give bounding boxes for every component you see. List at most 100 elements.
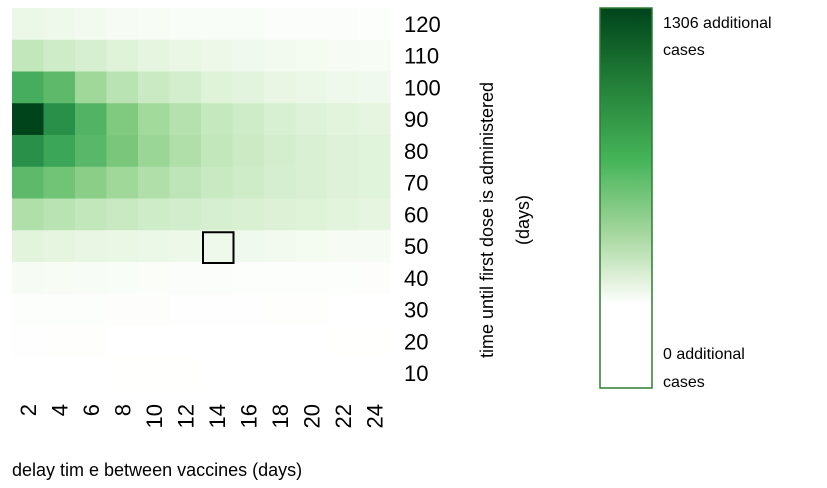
heatmap-cell <box>75 103 108 136</box>
heatmap-cell <box>75 262 108 295</box>
heatmap-cell <box>106 262 139 295</box>
heatmap-cell <box>264 262 297 295</box>
heatmap-cell <box>232 262 265 295</box>
heatmap-cell <box>169 8 202 41</box>
heatmap-cell <box>12 103 45 136</box>
heatmap-cell <box>169 230 202 263</box>
heatmap-cell <box>43 230 76 263</box>
heatmap-cell <box>169 71 202 104</box>
heatmap-cell <box>358 8 391 41</box>
heatmap-cell <box>232 39 265 73</box>
heatmap-cell <box>327 357 360 390</box>
heatmap-cell <box>43 293 76 327</box>
heatmap-cell <box>201 166 234 200</box>
heatmap-cell <box>201 71 234 104</box>
heatmap-cell <box>295 325 328 358</box>
heatmap-cell <box>295 230 328 263</box>
heatmap-cell <box>43 198 76 231</box>
heatmap-cell <box>12 39 45 73</box>
heatmap-cell <box>327 8 360 41</box>
heatmap-cell <box>169 103 202 136</box>
heatmap-cell <box>12 8 45 41</box>
heatmap-cell <box>138 39 171 73</box>
y-tick-label: 70 <box>404 171 428 196</box>
heatmap-cell <box>75 293 108 327</box>
heatmap-cell <box>43 357 76 390</box>
y-tick-label: 20 <box>404 329 428 354</box>
heatmap-cell <box>232 71 265 104</box>
heatmap-cell <box>75 135 108 168</box>
heatmap-cell <box>264 198 297 231</box>
x-tick-label: 8 <box>110 404 135 416</box>
heatmap-cell <box>264 103 297 136</box>
heatmap-cell <box>169 198 202 231</box>
heatmap-cell <box>232 135 265 168</box>
heatmap-cell <box>169 135 202 168</box>
x-tick-label: 22 <box>331 404 356 428</box>
heatmap-cell <box>358 262 391 295</box>
heatmap-cell <box>106 357 139 390</box>
heatmap-cell <box>75 166 108 200</box>
heatmap-cell <box>138 71 171 104</box>
heatmap-cell <box>106 8 139 41</box>
heatmap-cell <box>358 293 391 327</box>
y-tick-labels: 120 110 100 90 80 70 60 50 40 30 20 10 <box>404 12 441 386</box>
x-tick-label: 20 <box>299 404 324 428</box>
colorbar-max-label-line1: 1306 additional <box>663 15 772 32</box>
heatmap-cell <box>358 230 391 263</box>
heatmap-cell <box>327 198 360 231</box>
heatmap-cell <box>232 293 265 327</box>
heatmap-cell <box>169 293 202 327</box>
heatmap-cell <box>358 39 391 73</box>
heatmap-cell <box>75 357 108 390</box>
y-tick-label: 110 <box>404 44 439 69</box>
heatmap-cell <box>358 166 391 200</box>
heatmap-cell <box>295 135 328 168</box>
heatmap-cell <box>358 198 391 231</box>
heatmap-cell <box>138 325 171 358</box>
heatmap-cell <box>295 198 328 231</box>
heatmap-cell <box>12 198 45 231</box>
heatmap-cell <box>12 230 45 263</box>
heatmap-cell <box>169 325 202 358</box>
y-tick-label: 60 <box>404 202 428 227</box>
heatmap-cell <box>106 293 139 327</box>
heatmap-cell <box>43 71 76 104</box>
heatmap-cell <box>358 103 391 136</box>
colorbar <box>599 7 653 389</box>
heatmap-cell <box>138 103 171 136</box>
heatmap-cell <box>232 198 265 231</box>
heatmap-cell <box>138 8 171 41</box>
heatmap-cell <box>264 230 297 263</box>
heatmap-cell <box>12 166 45 200</box>
heatmap-cell <box>358 357 391 390</box>
heatmap-cell <box>43 8 76 41</box>
x-tick-label: 24 <box>362 404 387 428</box>
heatmap-cell <box>327 135 360 168</box>
heatmap-cell <box>295 166 328 200</box>
heatmap-cell <box>201 8 234 41</box>
heatmap-cell <box>295 262 328 295</box>
heatmap-cell <box>106 103 139 136</box>
heatmap-cell <box>169 357 202 390</box>
heatmap-cell <box>106 166 139 200</box>
x-axis-title: delay tim e between vaccines (days) <box>12 460 302 480</box>
heatmap-cell <box>358 135 391 168</box>
heatmap-cell <box>264 135 297 168</box>
heatmap-cell <box>295 39 328 73</box>
heatmap-cell <box>201 262 234 295</box>
y-tick-label: 80 <box>404 139 428 164</box>
heatmap-cell <box>106 39 139 73</box>
heatmap-cell <box>201 103 234 136</box>
heatmap-cell <box>106 71 139 104</box>
heatmap-cell <box>264 166 297 200</box>
heatmap-cell <box>138 293 171 327</box>
heatmap-cell <box>232 325 265 358</box>
heatmap-cell <box>106 230 139 263</box>
heatmap-cell <box>12 357 45 390</box>
heatmap-cell <box>201 198 234 231</box>
heatmap-cell <box>43 39 76 73</box>
heatmap-cell <box>201 357 234 390</box>
heatmap-cell <box>43 166 76 200</box>
heatmap-cell <box>12 135 45 168</box>
